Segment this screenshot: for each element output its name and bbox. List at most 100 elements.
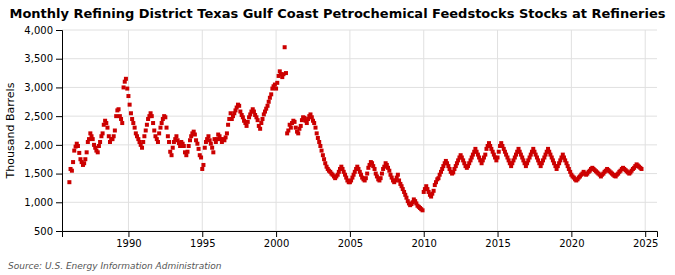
point [320, 149, 324, 153]
point [396, 173, 400, 177]
axis-line [63, 232, 658, 238]
point [315, 131, 319, 135]
point [246, 120, 250, 124]
tick-mark [645, 231, 646, 237]
tick: 1990 [116, 231, 141, 249]
tick-label: 3,000 [24, 82, 53, 93]
point [201, 163, 205, 167]
tick-label: 2020 [559, 238, 584, 249]
point [160, 121, 164, 125]
point [269, 92, 273, 96]
point [275, 81, 279, 85]
point [224, 135, 228, 139]
tick-label: 1,500 [24, 168, 53, 179]
grid-line [276, 30, 277, 231]
point [168, 150, 172, 154]
point [296, 131, 300, 135]
point [210, 146, 214, 150]
point [83, 157, 87, 161]
point [96, 150, 100, 154]
tick-label: 2,500 [24, 111, 53, 122]
point [245, 124, 249, 128]
point [130, 117, 134, 121]
point [200, 167, 204, 171]
point [497, 150, 501, 154]
point [197, 147, 201, 151]
tick-label: 1995 [190, 238, 215, 249]
point [131, 121, 135, 125]
point [122, 85, 126, 89]
point [151, 121, 155, 125]
point [72, 149, 76, 153]
point [267, 100, 271, 104]
point [241, 115, 245, 119]
tick-label: 4,000 [24, 25, 53, 36]
grid-line [128, 30, 129, 231]
point [209, 142, 213, 146]
tick: 2025 [633, 231, 658, 249]
point [170, 153, 174, 157]
point [98, 140, 102, 144]
point [67, 180, 71, 184]
point [104, 121, 108, 125]
point [387, 169, 391, 173]
point [193, 133, 197, 137]
point [113, 129, 117, 133]
tick-label: 2025 [633, 238, 658, 249]
point [299, 124, 303, 128]
point [310, 115, 314, 119]
point [496, 155, 500, 159]
point [289, 126, 293, 130]
point [421, 208, 425, 212]
grid-line [62, 144, 657, 145]
point [206, 134, 210, 138]
point [322, 157, 326, 161]
tick-mark [128, 231, 129, 237]
tick: 500 [34, 226, 62, 237]
grid-line [349, 30, 350, 231]
point [120, 121, 124, 125]
point [211, 150, 215, 154]
plot-area: 199019952000200520102015202020255001,000… [24, 25, 658, 249]
tick-mark [56, 231, 62, 232]
tick: 1,000 [24, 197, 62, 208]
point [171, 146, 175, 150]
tick: 2,000 [24, 140, 62, 151]
tick-mark [56, 87, 62, 88]
y-axis: 5001,0001,5002,0002,5003,0003,5004,000 [24, 25, 62, 237]
point [187, 144, 191, 148]
y-axis-title: Thousand Barrels [4, 82, 17, 179]
tick: 2020 [559, 231, 584, 249]
point [185, 150, 189, 154]
grid-line [62, 202, 657, 203]
point [260, 117, 264, 121]
tick: 2,500 [24, 111, 62, 122]
point [373, 167, 377, 171]
tick-label: 2005 [338, 238, 363, 249]
point [451, 170, 455, 174]
grid-line [202, 30, 203, 231]
points [67, 45, 643, 212]
grid-line [645, 30, 646, 231]
point [174, 134, 178, 138]
point [140, 146, 144, 150]
point [124, 77, 128, 81]
point [91, 137, 95, 141]
tick: 2000 [264, 231, 289, 249]
point [321, 153, 325, 157]
point [365, 172, 369, 176]
grid-line [62, 87, 657, 88]
tick-label: 1990 [116, 238, 141, 249]
tick-mark [424, 231, 425, 237]
tick-mark [498, 231, 499, 237]
point [152, 129, 156, 133]
point [157, 131, 161, 135]
point [184, 153, 188, 157]
grid-line [62, 30, 657, 31]
point [639, 167, 643, 171]
tick-mark [56, 202, 62, 203]
tick: 2005 [338, 231, 363, 249]
title: Monthly Refining District Texas Gulf Coa… [9, 6, 665, 21]
point [144, 129, 148, 133]
tick-mark [276, 231, 277, 237]
